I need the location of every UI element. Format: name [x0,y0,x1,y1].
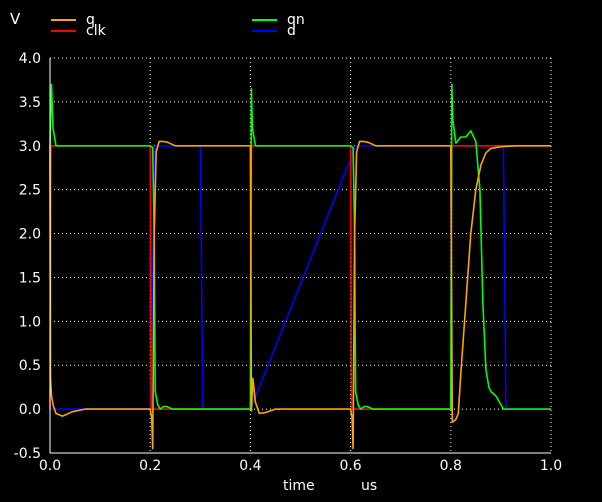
y-tick-label: 2.5 [19,183,41,199]
x-tick-label: 0.6 [339,458,361,474]
x-tick-label: 0.2 [139,458,161,474]
y-tick-label: 3.5 [19,95,41,111]
series-line-d [50,145,551,410]
y-tick-label: 0.0 [19,402,41,418]
y-tick-label: 4.0 [19,51,41,67]
y-tick-label: -0.5 [14,446,41,462]
series-layer [49,83,551,450]
legend-label-q: q [86,12,95,28]
y-axis-label: V [10,10,21,28]
legend-label-d: d [287,23,296,39]
axes [49,58,551,454]
y-tick-label: 0.5 [19,358,41,374]
x-tick-label: 1.0 [540,458,562,474]
x-tick-label: 0.4 [239,458,261,474]
x-axis-label: time [283,478,315,494]
x-tick-label: 0.8 [440,458,462,474]
y-tick-label: 3.0 [19,139,41,155]
series-line-q [49,140,551,450]
legend-label-clk: clk [86,23,107,39]
series-line-clk [49,145,551,410]
x-tick-label: 0.0 [39,458,61,474]
x-axis-unit: us [361,478,377,494]
series-line-qn [49,83,551,410]
grid [50,57,552,453]
legend-label-qn: qn [287,12,305,28]
y-tick-label: 1.0 [19,314,41,330]
y-tick-label: 1.5 [19,270,41,286]
tick-labels: 0.0 0.2 0.4 0.6 0.8 1.0-0.50.00.51.01.52.02.5… [14,51,562,474]
y-tick-label: 2.0 [19,227,41,243]
